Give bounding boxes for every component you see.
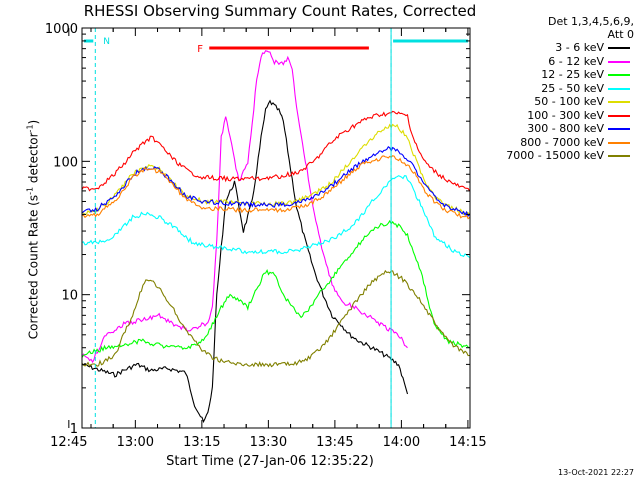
legend-swatch xyxy=(608,128,630,130)
legend-item: 800 - 7000 keV xyxy=(480,136,634,149)
legend-item-label: 12 - 25 keV xyxy=(541,68,604,81)
series-line xyxy=(81,123,471,216)
legend-swatch xyxy=(608,141,630,144)
y-tick-label: 10 xyxy=(61,289,78,304)
series-line xyxy=(81,155,470,220)
legend-swatch xyxy=(608,60,630,63)
series-line xyxy=(81,219,470,358)
series-line xyxy=(81,50,408,364)
legend-item: 3 - 6 keV xyxy=(480,41,634,54)
legend-swatch xyxy=(608,87,630,90)
x-axis-label: Start Time (27-Jan-06 12:35:22) xyxy=(166,454,374,469)
night-label: N xyxy=(103,37,110,47)
legend-title: Det 1,3,4,5,6,9, Att 0 xyxy=(500,15,634,41)
legend-item: 25 - 50 keV xyxy=(480,82,634,95)
legend-swatch xyxy=(608,47,630,49)
plot-frame xyxy=(81,27,471,429)
y-axis-label: Corrected Count Rate (s-1 detector-1) xyxy=(25,119,41,340)
x-tick-label: 13:45 xyxy=(316,435,353,450)
series-layer xyxy=(81,50,471,424)
legend-title-line: Det 1,3,4,5,6,9, xyxy=(547,15,634,28)
series-line xyxy=(81,175,470,258)
x-tick-label: 13:30 xyxy=(250,435,287,450)
legend-title-line: Att 0 xyxy=(607,28,634,41)
legend-swatch xyxy=(608,114,630,117)
timestamp: 13-Oct-2021 22:27 xyxy=(558,468,634,477)
y-tick-label: 1000 xyxy=(45,22,78,37)
legend-swatch xyxy=(608,101,630,103)
legend-item: 300 - 800 keV xyxy=(480,122,634,135)
legend-item-label: 100 - 300 keV xyxy=(527,108,604,122)
x-tick-label: 13:15 xyxy=(183,435,220,450)
legend-item: 12 - 25 keV xyxy=(480,68,634,81)
y-tick-label: 100 xyxy=(53,155,78,170)
flare-label: F xyxy=(197,44,203,55)
legend-item: 6 - 12 keV xyxy=(480,55,634,68)
series-line xyxy=(81,146,471,218)
legend-item-label: 50 - 100 keV xyxy=(534,95,604,108)
legend-swatch xyxy=(608,74,630,76)
x-tick-label: 14:15 xyxy=(449,435,486,450)
chart-title: RHESSI Observing Summary Count Rates, Co… xyxy=(83,2,477,20)
legend-swatch xyxy=(608,155,630,157)
legend-item-label: 300 - 800 keV xyxy=(527,122,604,135)
x-tick-label: 14:00 xyxy=(383,435,420,450)
axes-layer: 1 10 100 1000 12:45 13:00 13:15 13:30 13:45 14:00… xyxy=(45,22,487,450)
legend-item-label: 800 - 7000 keV xyxy=(520,135,604,149)
series-line xyxy=(81,99,409,424)
legend-item: 100 - 300 keV xyxy=(480,109,634,122)
x-tick-label: 13:00 xyxy=(117,435,154,450)
legend-item: 50 - 100 keV xyxy=(480,95,634,108)
legend-item-label: 6 - 12 keV xyxy=(548,54,604,68)
series-line xyxy=(81,269,470,368)
legend-item: 7000 - 15000 keV xyxy=(480,149,634,162)
x-tick-label: 12:45 xyxy=(50,435,87,450)
legend-item-label: 7000 - 15000 keV xyxy=(506,149,604,162)
legend-item-label: 25 - 50 keV xyxy=(541,81,604,95)
y-tick-label: 1 xyxy=(70,422,78,437)
legend-item-label: 3 - 6 keV xyxy=(555,41,604,54)
overlay-layer: NF xyxy=(81,28,471,428)
series-line xyxy=(81,110,471,192)
